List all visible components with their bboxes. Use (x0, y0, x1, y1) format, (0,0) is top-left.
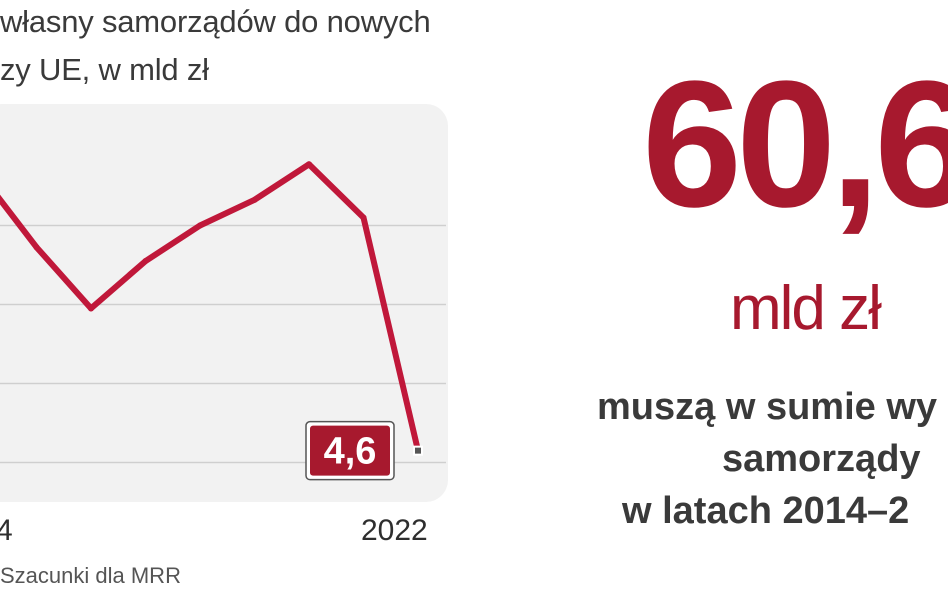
x-tick-label-start: 4 (0, 514, 13, 547)
callout-text-line-3: w latach 2014–2 (622, 490, 910, 532)
data-points (33, 161, 423, 456)
last-value-label: 4,6 (305, 420, 395, 481)
last-value-label-background (310, 425, 390, 476)
source-note: Szacunki dla MRR (0, 563, 181, 588)
callout-unit: mld zł (730, 274, 882, 343)
data-point-2021 (360, 214, 367, 221)
data-point-2015 (33, 244, 40, 251)
callout-text-line-1: muszą w sumie wy (597, 386, 938, 428)
x-tick-label-end: 2022 (361, 514, 428, 547)
data-point-2017 (142, 258, 149, 265)
chart-title-line-2: zy UE, w mld zł (0, 52, 209, 87)
callout-text-line-2: samorządy (722, 438, 921, 480)
data-point-2019 (251, 196, 258, 203)
last-value-label-text: 4,6 (324, 431, 377, 473)
plot-background (0, 104, 448, 502)
chart-title-line-1: własny samorządów do nowych (0, 4, 431, 39)
data-point-2018 (197, 222, 203, 229)
end-point-marker (413, 445, 423, 456)
data-point-2020 (306, 161, 312, 168)
callout-value: 60,6 (642, 44, 948, 245)
data-point-2016 (88, 305, 94, 312)
